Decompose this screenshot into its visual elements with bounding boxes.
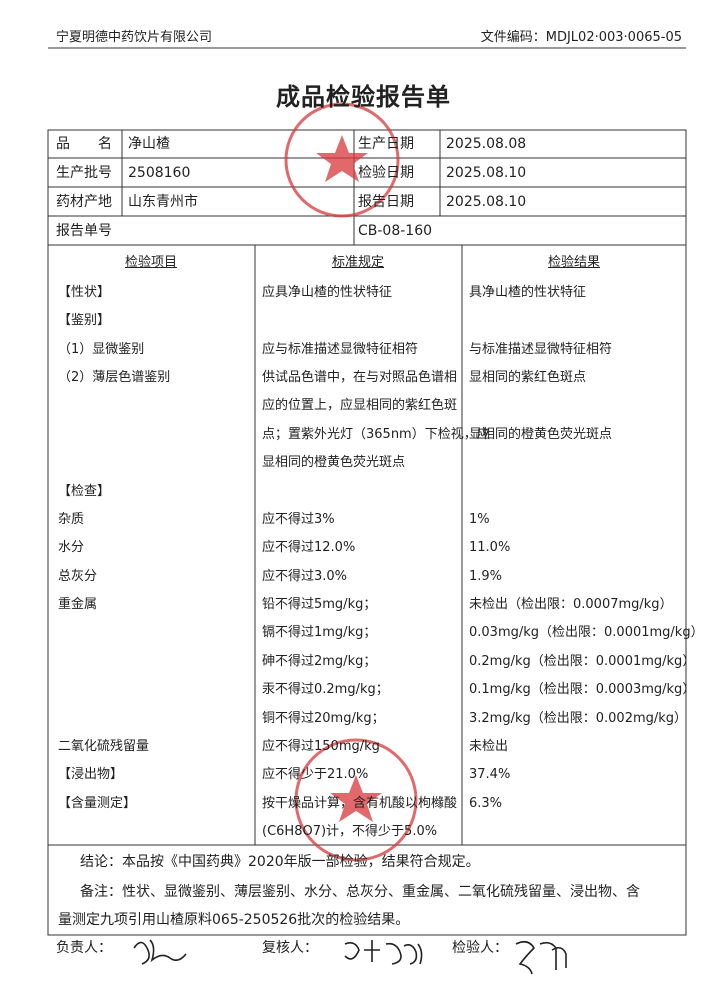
result-text: 37.4% xyxy=(469,767,511,783)
document-code: 文件编码：MDJL02·003·0065-05 xyxy=(480,30,682,45)
field-label: 生产日期 xyxy=(358,136,414,152)
item-name: 二氧化硫残留量 xyxy=(58,738,150,754)
standard-text: 应具净山楂的性状特征 xyxy=(262,285,393,300)
field-label: 生产批号 xyxy=(56,165,112,181)
signature xyxy=(344,940,423,965)
field-label: 药材产地 xyxy=(56,194,112,210)
field-label: 检验日期 xyxy=(358,165,414,181)
standard-text: 汞不得过0.2mg/kg； xyxy=(262,682,389,698)
stamp-circle xyxy=(284,102,400,218)
stamp-circle xyxy=(294,738,418,862)
result-text: 0.2mg/kg（检出限：0.0001mg/kg） xyxy=(469,653,696,669)
standard-text: 显相同的橙黄色荧光斑点 xyxy=(262,455,406,471)
item-name: 【浸出物】 xyxy=(58,767,124,783)
standard-text: 砷不得过2mg/kg； xyxy=(262,653,377,669)
signature xyxy=(133,939,187,965)
report-number-label: 报告单号 xyxy=(56,223,112,239)
standard-text: 应不得过12.0% xyxy=(262,540,356,556)
item-name: 杂质 xyxy=(58,511,85,527)
result-text: 0.03mg/kg（检出限：0.0001mg/kg） xyxy=(469,625,704,641)
standard-text: 铜不得过20mg/kg； xyxy=(262,710,385,726)
field-label: 品 名 xyxy=(56,136,112,152)
item-name: （2）薄层色谱鉴别 xyxy=(58,370,171,386)
table-lines xyxy=(47,47,687,936)
standard-text: 铅不得过5mg/kg； xyxy=(262,597,377,613)
field-value: 净山楂 xyxy=(128,136,170,152)
result-text: 具净山楂的性状特征 xyxy=(469,285,587,300)
signatures xyxy=(133,939,567,975)
field-value: 山东青州市 xyxy=(128,194,198,210)
result-text: 与标准描述显微特征相符 xyxy=(469,341,613,357)
remark-line: 量测定九项引用山楂原料065-250526批次的检验结果。 xyxy=(58,912,410,928)
item-name: 【含量测定】 xyxy=(58,795,137,811)
standard-text: 点；置紫外光灯（365nm）下检视，应 xyxy=(262,426,490,442)
stamp-star xyxy=(330,775,382,822)
stamps xyxy=(284,102,418,862)
item-name: 总灰分 xyxy=(58,568,98,584)
field-value: 2025.08.08 xyxy=(446,136,527,152)
signer-label: 复核人： xyxy=(262,940,318,956)
field-label: 报告日期 xyxy=(358,194,414,210)
field-value: 2025.08.10 xyxy=(446,194,527,210)
report-number: CB-08-160 xyxy=(358,223,433,239)
item-name: 水分 xyxy=(58,540,85,556)
signature xyxy=(515,940,567,975)
result-text: 未检出（检出限：0.0007mg/kg） xyxy=(469,597,673,613)
stamp-star xyxy=(316,135,368,182)
company-name: 宁夏明德中药饮片有限公司 xyxy=(56,30,213,45)
item-name: 【检查】 xyxy=(58,483,111,499)
standard-text: 应不得过3% xyxy=(262,511,335,527)
result-text: 1% xyxy=(469,511,490,527)
standard-text: 按干燥品计算，含有机酸以枸橼酸 xyxy=(262,795,458,811)
result-text: 3.2mg/kg（检出限：0.002mg/kg） xyxy=(469,710,688,726)
column-header: 检验项目 xyxy=(124,255,177,270)
item-name: （1）显微鉴别 xyxy=(58,341,145,357)
field-value: 2508160 xyxy=(128,165,191,181)
column-header: 标准规定 xyxy=(331,255,384,270)
column-header: 检验结果 xyxy=(547,255,600,270)
item-name: 【性状】 xyxy=(58,285,111,300)
result-text: 显相同的橙黄色荧光斑点 xyxy=(469,426,613,442)
result-text: 1.9% xyxy=(469,568,503,584)
signer-label: 检验人： xyxy=(452,940,508,956)
standard-text: 供试品色谱中，在与对照品色谱相 xyxy=(262,370,458,386)
conclusion: 结论：本品按《中国药典》2020年版一部检验，结果符合规定。 xyxy=(80,854,480,870)
report-title: 成品检验报告单 xyxy=(276,83,451,111)
standard-text: 应不得过3.0% xyxy=(262,568,348,584)
result-text: 6.3% xyxy=(469,795,503,811)
standard-text: (C6H8O7)计，不得少于5.0% xyxy=(262,824,438,840)
item-name: 【鉴别】 xyxy=(58,313,111,329)
result-text: 显相同的紫红色斑点 xyxy=(469,370,587,386)
remark-line: 备注：性状、显微鉴别、薄层鉴别、水分、总灰分、重金属、二氧化硫残留量、浸出物、含 xyxy=(80,884,640,900)
standard-text: 应不得少于21.0% xyxy=(262,767,369,783)
result-text: 11.0% xyxy=(469,540,511,556)
standard-text: 应与标准描述显微特征相符 xyxy=(262,341,419,357)
item-name: 重金属 xyxy=(58,597,98,613)
standard-text: 镉不得过1mg/kg； xyxy=(262,625,377,641)
standard-text: 应不得过150mg/kg xyxy=(262,738,380,754)
table-border xyxy=(47,129,687,936)
result-text: 未检出 xyxy=(469,738,509,754)
signer-label: 负责人： xyxy=(56,940,112,956)
field-value: 2025.08.10 xyxy=(446,165,527,181)
standard-text: 应的位置上，应显相同的紫红色斑 xyxy=(262,398,458,414)
result-text: 0.1mg/kg（检出限：0.0003mg/kg） xyxy=(469,682,696,698)
